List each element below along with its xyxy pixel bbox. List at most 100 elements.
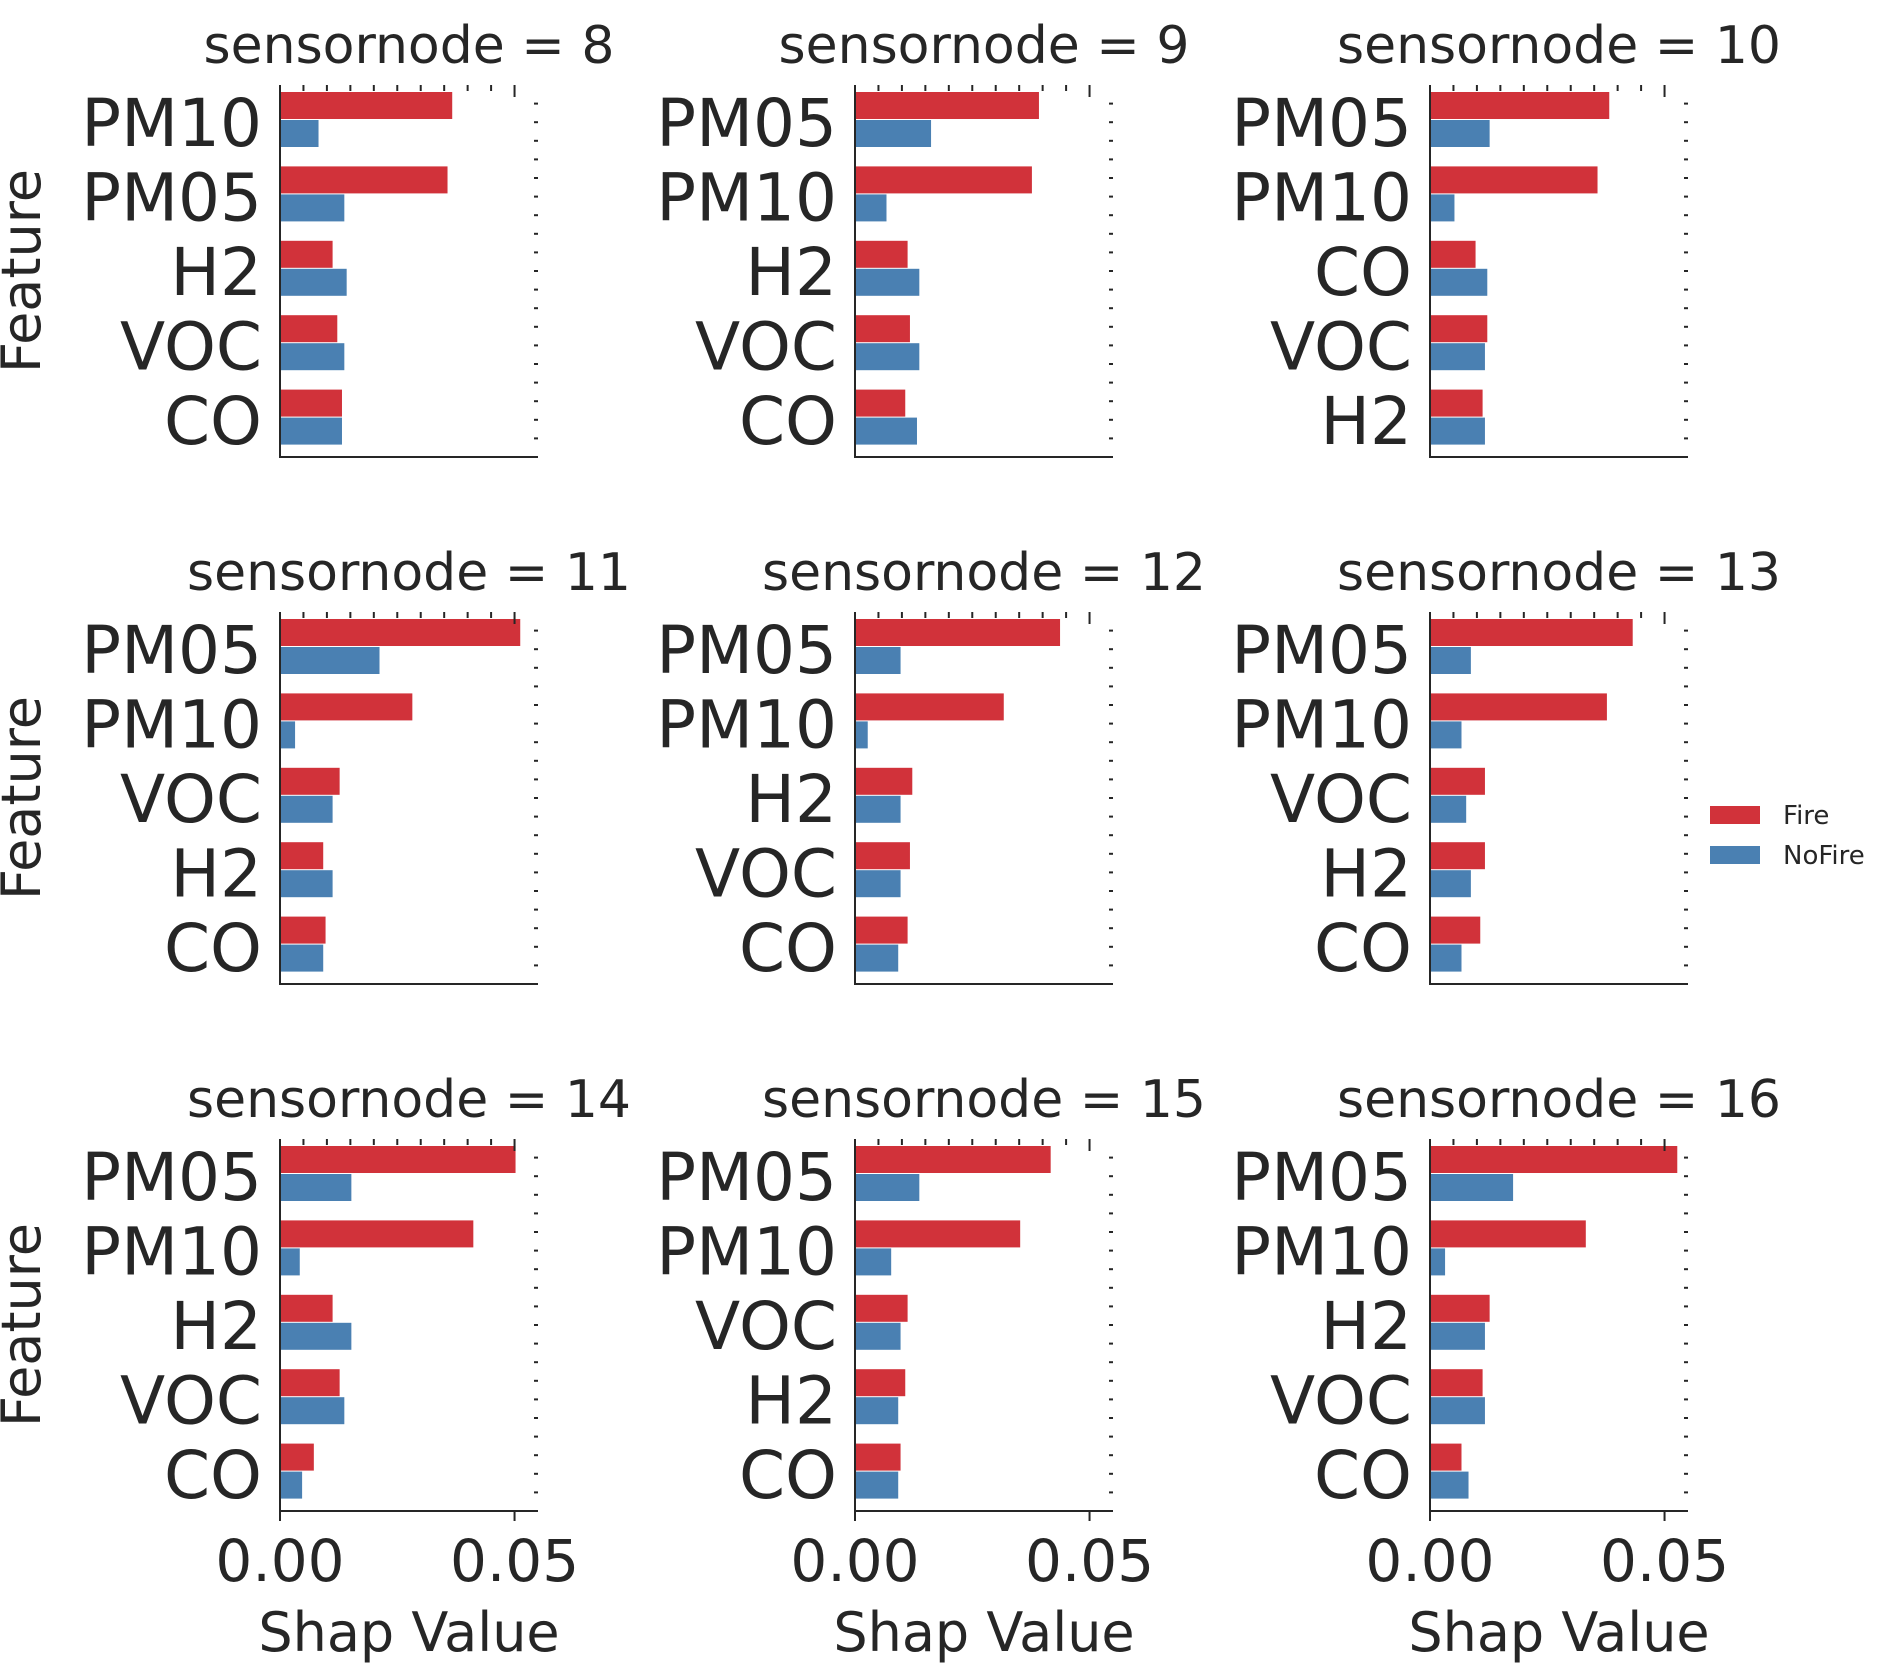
category-label: VOC (695, 308, 837, 385)
x-tick-label: 0.00 (790, 1527, 919, 1595)
bar-nofire (281, 1471, 303, 1499)
bar-fire (1431, 767, 1485, 795)
bar-nofire (281, 268, 347, 296)
bar-fire (1431, 92, 1610, 119)
bar-fire (281, 916, 326, 944)
bar-nofire (856, 1397, 899, 1425)
bar-fire (856, 1369, 906, 1397)
bar-fire (1431, 315, 1488, 343)
axis-spine (854, 612, 1113, 985)
bar-nofire (281, 1248, 300, 1276)
category-label: CO (164, 1437, 262, 1514)
category-label: CO (739, 383, 837, 460)
category-label: H2 (170, 835, 262, 912)
category-label: PM10 (81, 687, 262, 764)
bar-fire (281, 1294, 333, 1322)
category-label: CO (739, 910, 837, 987)
bar-nofire (281, 1397, 345, 1425)
bar-nofire (856, 194, 887, 222)
bar-fire (281, 1369, 340, 1397)
bar-fire (856, 916, 908, 944)
legend-swatch-fire (1710, 806, 1760, 824)
bar-fire (856, 1294, 908, 1322)
bar-fire (1431, 916, 1481, 944)
bar-nofire (281, 1174, 352, 1201)
bar-fire (1431, 1146, 1678, 1173)
axis-spine (279, 85, 538, 458)
category-label: PM05 (81, 160, 262, 237)
bar-nofire (281, 795, 333, 823)
category-label: CO (164, 910, 262, 987)
bar-fire (856, 240, 908, 268)
bar-nofire (856, 795, 901, 823)
bar-fire (856, 619, 1061, 646)
bar-fire (281, 389, 342, 417)
category-label: VOC (120, 761, 262, 838)
category-label: PM10 (81, 1214, 262, 1291)
category-label: CO (739, 1437, 837, 1514)
legend-swatch-nofire (1710, 846, 1760, 864)
x-tick-label: 0.05 (1600, 1527, 1729, 1595)
bar-fire (1431, 166, 1598, 194)
panel-title: sensornode = 8 (204, 16, 615, 76)
y-axis-label: Feature (0, 696, 53, 900)
bar-fire (1431, 842, 1485, 870)
category-label: PM10 (1231, 160, 1412, 237)
category-label: PM10 (1231, 687, 1412, 764)
bar-nofire (856, 268, 920, 296)
category-label: H2 (745, 1362, 837, 1439)
category-label: H2 (1320, 383, 1412, 460)
bar-fire (281, 315, 338, 343)
axis-spine (1429, 612, 1688, 985)
bar-nofire (1431, 1322, 1485, 1350)
bar-fire (856, 693, 1004, 721)
category-label: H2 (745, 234, 837, 311)
bar-nofire (856, 647, 901, 674)
bar-nofire (856, 1174, 920, 1201)
bar-fire (281, 767, 340, 795)
category-label: CO (1314, 910, 1412, 987)
bar-nofire (1431, 1471, 1469, 1499)
x-tick-label: 0.05 (450, 1527, 579, 1595)
bar-nofire (281, 417, 342, 445)
category-label: PM05 (81, 612, 262, 689)
bar-nofire (281, 944, 324, 972)
bar-fire (856, 389, 906, 417)
bar-fire (1431, 389, 1483, 417)
category-label: PM05 (656, 612, 837, 689)
panel-title: sensornode = 10 (1337, 16, 1781, 76)
bar-fire (1431, 1369, 1483, 1397)
bar-nofire (856, 870, 901, 898)
category-label: PM10 (81, 85, 262, 162)
axis-spine (1429, 85, 1688, 458)
category-label: VOC (1270, 761, 1412, 838)
x-axis-label: Shap Value (833, 1601, 1134, 1664)
x-axis-label: Shap Value (1408, 1601, 1709, 1664)
category-label: H2 (1320, 835, 1412, 912)
bar-nofire (1431, 944, 1462, 972)
category-label: PM10 (656, 687, 837, 764)
category-label: PM05 (81, 1139, 262, 1216)
category-label: VOC (120, 308, 262, 385)
bar-nofire (856, 944, 899, 972)
panel-title: sensornode = 11 (187, 543, 631, 603)
bar-nofire (856, 1248, 892, 1276)
category-label: VOC (695, 1288, 837, 1365)
bar-nofire (856, 1322, 901, 1350)
bar-fire (856, 767, 913, 795)
bar-fire (1431, 693, 1607, 721)
bar-fire (281, 842, 324, 870)
bar-fire (856, 315, 910, 343)
x-tick-label: 0.00 (215, 1527, 344, 1595)
category-label: PM05 (1231, 1139, 1412, 1216)
bar-nofire (1431, 795, 1467, 823)
bar-nofire (281, 194, 345, 222)
bar-fire (281, 166, 448, 194)
x-tick-label: 0.00 (1365, 1527, 1494, 1595)
axis-spine (279, 612, 538, 985)
category-label: VOC (1270, 1362, 1412, 1439)
bar-nofire (856, 120, 932, 147)
bar-fire (281, 1443, 314, 1471)
category-label: VOC (695, 835, 837, 912)
